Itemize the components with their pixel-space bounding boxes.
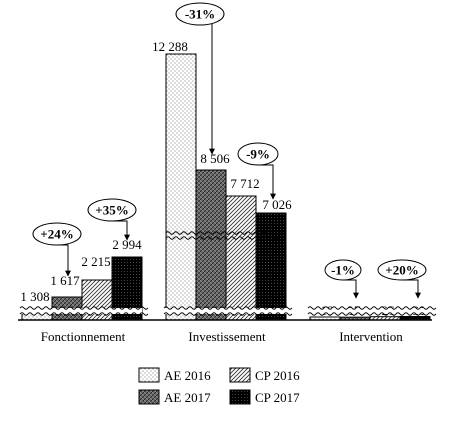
bar-investissement-ae-2016: [165, 53, 197, 321]
axis-break-gap: [20, 308, 142, 314]
legend-label-cp-2016: CP 2016: [255, 368, 300, 383]
annotation-investissement-ae-label: -31%: [185, 7, 215, 22]
axis-break-gap: [164, 308, 288, 314]
annotation-intervention-ae-label: -1%: [331, 263, 355, 278]
annotations-layer: +24% +35% -31% -9% -1% +20%: [32, 2, 427, 299]
annotation-investissement-cp-oval: [237, 142, 279, 166]
bar-investissement-ae-2017: [195, 169, 227, 321]
axis-layer: Fonctionnement Investissement Intervention: [18, 231, 437, 344]
axis-break-mark: [163, 312, 293, 316]
annotation-intervention-cp-oval: [377, 259, 427, 281]
value-label-investissement-ae-2017: 8 506: [200, 151, 230, 166]
axis-break-mark: [165, 231, 287, 235]
legend: AE 2016 CP 2016 AE 2017 CP 2017: [138, 367, 300, 405]
annotation-investissement-ae-arrow: [209, 13, 224, 155]
legend-swatch-ae-2017: [138, 389, 160, 405]
value-label-investissement-ae-2016: 12 288: [152, 39, 188, 54]
legend-swatch-cp-2016: [229, 367, 251, 383]
annotation-fonctionnement-cp-oval: [87, 198, 137, 222]
axis-break-mark: [19, 306, 149, 310]
annotation-fonctionnement-cp-label: +35%: [95, 203, 128, 218]
category-label-fonctionnement: Fonctionnement: [41, 329, 126, 344]
category-label-investissement: Investissement: [188, 329, 266, 344]
annotation-intervention-ae-arrow: [343, 279, 359, 299]
value-label-fonctionnement-cp-2017: 2 994: [112, 237, 142, 252]
legend-label-ae-2016: AE 2016: [164, 368, 211, 383]
annotation-investissement-cp-label: -9%: [246, 147, 270, 162]
annotation-intervention-cp-arrow: [402, 279, 421, 299]
bar-investissement-cp-2016: [225, 195, 257, 321]
axis-break-gap: [308, 308, 430, 314]
annotation-intervention-cp-label: +20%: [385, 263, 418, 278]
bar-investissement-cp-2017: [255, 212, 287, 321]
legend-swatch-ae-2016: [138, 367, 160, 383]
legend-swatch-cp-2017: [229, 389, 251, 405]
annotation-investissement-ae-oval: [175, 2, 225, 26]
category-label-intervention: Intervention: [339, 329, 403, 344]
axis-break-mark: [307, 312, 437, 316]
annotation-fonctionnement-ae-label: +24%: [40, 227, 73, 242]
value-label-investissement-cp-2016: 7 712: [230, 176, 259, 191]
axis-break-mark: [163, 306, 293, 310]
annotation-fonctionnement-ae-arrow: [57, 244, 71, 277]
value-label-fonctionnement-ae-2016: 1 308: [20, 289, 49, 304]
annotation-intervention-ae-oval: [324, 259, 362, 281]
legend-label-cp-2017: CP 2017: [255, 390, 300, 405]
annotation-fonctionnement-ae-oval: [32, 222, 82, 246]
value-label-fonctionnement-ae-2017: 1 617: [50, 273, 80, 288]
axis-break-mark: [307, 306, 437, 310]
axis-break-mark: [165, 236, 287, 240]
value-label-fonctionnement-cp-2016: 2 215: [81, 254, 110, 269]
axis-break-mark: [19, 312, 149, 316]
value-label-investissement-cp-2017: 7 026: [262, 197, 292, 212]
legend-label-ae-2017: AE 2017: [164, 390, 211, 405]
annotation-investissement-cp-arrow: [258, 164, 276, 200]
bars-layer: [21, 53, 431, 321]
